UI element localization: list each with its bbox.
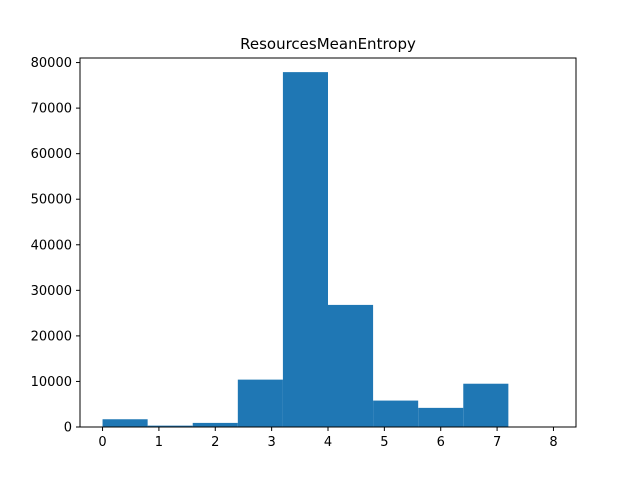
y-tick-label-6: 60000 <box>31 147 72 162</box>
histogram-bar-7 <box>418 407 464 427</box>
y-tick-label-0: 0 <box>64 421 72 436</box>
chart-title: ResourcesMeanEntropy <box>240 35 416 53</box>
x-tick-label-7: 7 <box>493 435 501 450</box>
x-tick-label-0: 0 <box>98 435 106 450</box>
histogram-bar-5 <box>328 304 374 427</box>
y-tick-label-4: 40000 <box>31 238 72 253</box>
histogram-bar-2 <box>192 422 238 427</box>
y-axis: 0 10000 20000 30000 40000 50000 60000 70000 8000… <box>31 56 80 436</box>
x-tick-label-2: 2 <box>211 435 219 450</box>
y-tick-label-3: 30000 <box>31 284 72 299</box>
x-tick-label-3: 3 <box>267 435 275 450</box>
histogram-bar-6 <box>373 400 419 427</box>
histogram-bar-8 <box>463 383 509 427</box>
x-tick-label-1: 1 <box>155 435 163 450</box>
y-tick-label-8: 80000 <box>31 56 72 71</box>
histogram-bar-0 <box>102 419 148 427</box>
histogram-bar-1 <box>147 425 193 427</box>
x-tick-label-8: 8 <box>549 435 557 450</box>
x-axis: 0 1 2 3 4 5 6 7 8 <box>98 427 558 450</box>
y-tick-label-5: 50000 <box>31 193 72 208</box>
y-tick-label-1: 10000 <box>31 375 72 390</box>
bars-group <box>102 72 509 427</box>
histogram-bar-4 <box>282 72 328 427</box>
x-tick-label-5: 5 <box>380 435 388 450</box>
histogram-bar-3 <box>237 379 283 427</box>
y-tick-label-7: 70000 <box>31 102 72 117</box>
x-tick-label-4: 4 <box>324 435 332 450</box>
y-tick-label-2: 20000 <box>31 329 72 344</box>
x-tick-label-6: 6 <box>437 435 445 450</box>
